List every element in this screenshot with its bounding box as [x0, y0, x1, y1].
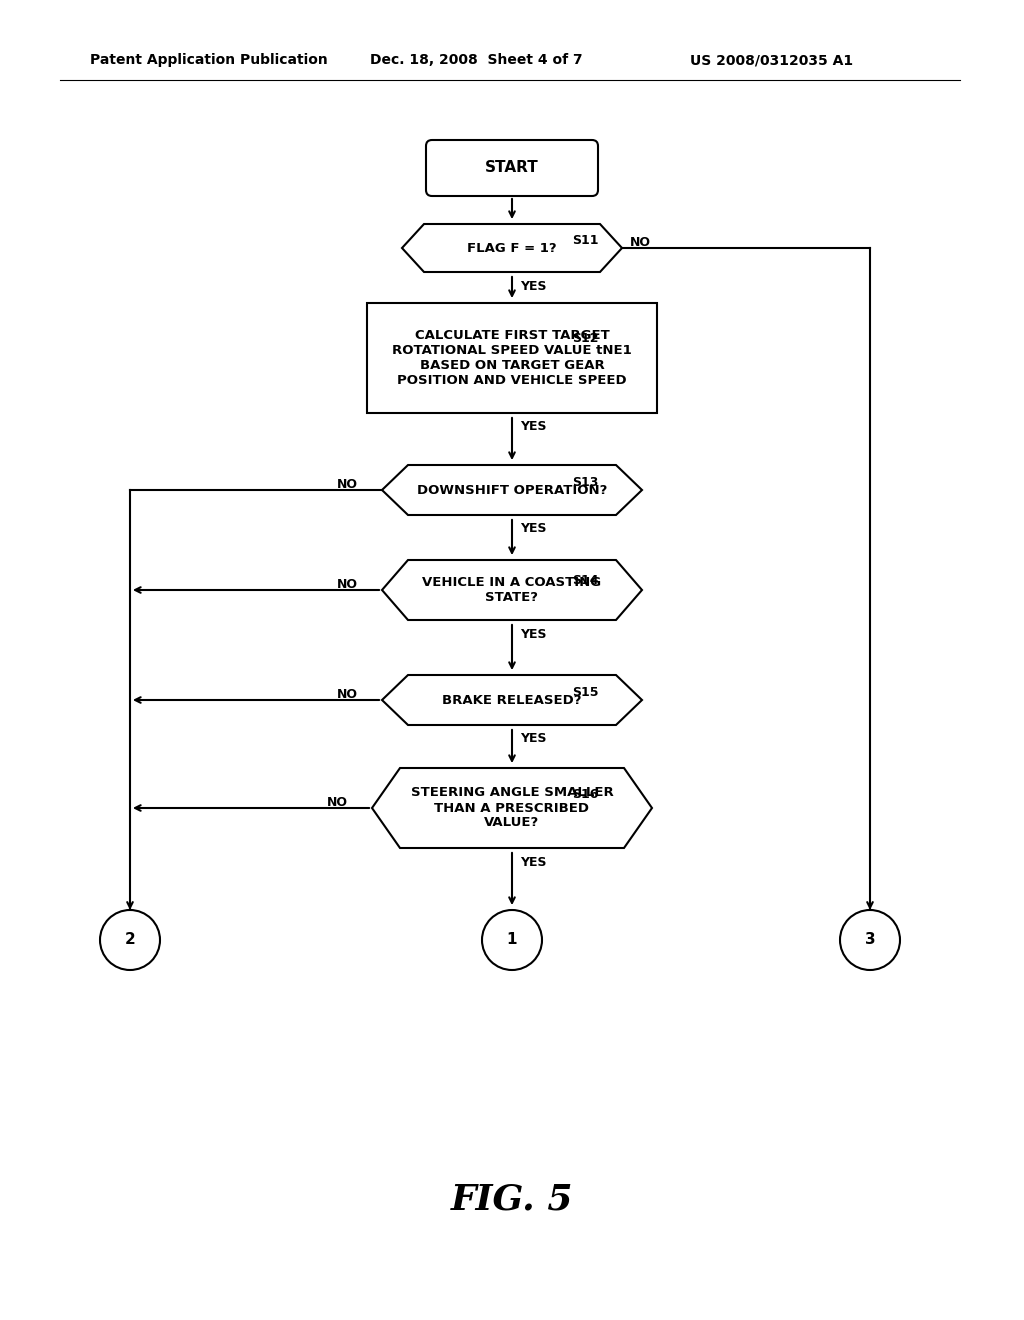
- Text: BRAKE RELEASED?: BRAKE RELEASED?: [442, 693, 582, 706]
- Text: S16: S16: [572, 788, 598, 800]
- Text: NO: NO: [337, 689, 358, 701]
- Text: START: START: [485, 161, 539, 176]
- Text: S15: S15: [572, 685, 598, 698]
- Text: YES: YES: [520, 421, 547, 433]
- Polygon shape: [372, 768, 652, 847]
- Text: S11: S11: [572, 234, 598, 247]
- Text: Dec. 18, 2008  Sheet 4 of 7: Dec. 18, 2008 Sheet 4 of 7: [370, 53, 583, 67]
- Text: STEERING ANGLE SMALLER
THAN A PRESCRIBED
VALUE?: STEERING ANGLE SMALLER THAN A PRESCRIBED…: [411, 787, 613, 829]
- Text: 3: 3: [864, 932, 876, 948]
- Polygon shape: [382, 560, 642, 620]
- Text: YES: YES: [520, 280, 547, 293]
- Text: 1: 1: [507, 932, 517, 948]
- Text: YES: YES: [520, 523, 547, 536]
- Text: FIG. 5: FIG. 5: [451, 1183, 573, 1217]
- Text: CALCULATE FIRST TARGET
ROTATIONAL SPEED VALUE tNE1
BASED ON TARGET GEAR
POSITION: CALCULATE FIRST TARGET ROTATIONAL SPEED …: [392, 329, 632, 387]
- Text: 2: 2: [125, 932, 135, 948]
- Text: FLAG F = 1?: FLAG F = 1?: [467, 242, 557, 255]
- Polygon shape: [402, 224, 622, 272]
- Text: S14: S14: [572, 573, 598, 586]
- Text: YES: YES: [520, 855, 547, 869]
- Circle shape: [482, 909, 542, 970]
- Text: S12: S12: [572, 331, 598, 345]
- Text: S13: S13: [572, 475, 598, 488]
- Text: NO: NO: [337, 578, 358, 591]
- Text: VEHICLE IN A COASTING
STATE?: VEHICLE IN A COASTING STATE?: [423, 576, 601, 605]
- Polygon shape: [382, 675, 642, 725]
- FancyBboxPatch shape: [426, 140, 598, 195]
- Text: NO: NO: [327, 796, 348, 809]
- Circle shape: [840, 909, 900, 970]
- Polygon shape: [382, 465, 642, 515]
- Text: NO: NO: [337, 479, 358, 491]
- Text: YES: YES: [520, 627, 547, 640]
- Text: YES: YES: [520, 733, 547, 746]
- Text: Patent Application Publication: Patent Application Publication: [90, 53, 328, 67]
- Text: US 2008/0312035 A1: US 2008/0312035 A1: [690, 53, 853, 67]
- Bar: [367, 304, 657, 413]
- Text: DOWNSHIFT OPERATION?: DOWNSHIFT OPERATION?: [417, 483, 607, 496]
- Text: NO: NO: [630, 236, 651, 249]
- Circle shape: [100, 909, 160, 970]
